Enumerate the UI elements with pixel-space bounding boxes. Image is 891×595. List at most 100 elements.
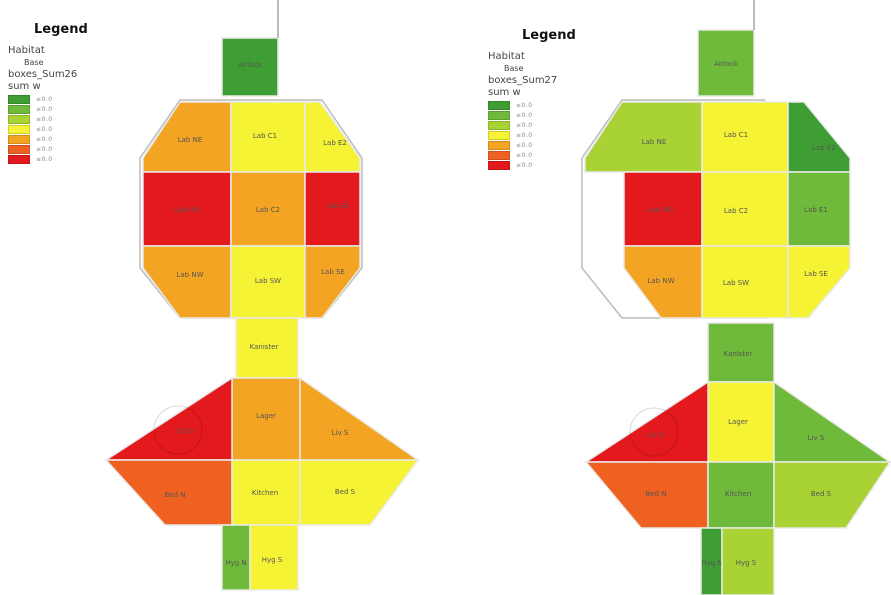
room-hyg — [221, 524, 251, 591]
legend-title: Legend — [34, 22, 88, 37]
legend-items: ≤0.0 ≤0.0 ≤0.0 ≤0.0 ≤0.0 ≤0.0 ≤0.0 — [8, 95, 88, 164]
room-wing-w — [103, 376, 233, 461]
table-outline — [153, 405, 203, 455]
room-lab-ne-top — [304, 101, 361, 173]
legend-sub: sum w — [8, 81, 41, 92]
legend-swatch — [488, 141, 510, 150]
legend-item: ≤0.0 — [8, 105, 88, 114]
room-label: Kanister — [724, 350, 753, 358]
floorplan-left: Airlock Lab NE Lab C1 Lab E2 Lab W1 Lab C2 Lab… — [103, 0, 421, 591]
room-lab-sw — [142, 245, 232, 319]
room-label: Lab SE — [804, 270, 828, 278]
legend-item: ≤0.0 — [488, 121, 576, 130]
legend-layer-sub: Base — [24, 58, 44, 67]
floorplan-right: Airlock Lab NE Lab C1 Lab E2 Lab W1 Lab C2 Lab… — [581, 0, 891, 595]
room-label: Lab NE — [178, 136, 203, 144]
legend-field: boxes_Sum27 — [488, 75, 558, 86]
legend-swatch — [488, 111, 510, 120]
legend-item: ≤0.0 — [8, 135, 88, 144]
room-label: Lab C2 — [256, 206, 280, 214]
legend-item: ≤0.0 — [8, 115, 88, 124]
room-label: Lab W1 — [648, 206, 674, 214]
legend-item: ≤0.0 — [488, 131, 576, 140]
legend-item: ≤0.0 — [488, 141, 576, 150]
legend-layer: Habitat — [8, 45, 45, 56]
legend-items: ≤0.0 ≤0.0 ≤0.0 ≤0.0 ≤0.0 ≤0.0 ≤0.0 — [488, 101, 576, 170]
legend-item: ≤0.0 — [488, 151, 576, 160]
legend-swatch — [8, 125, 30, 134]
room-label: Bed N — [164, 491, 185, 499]
room-label: Lager — [728, 418, 748, 426]
room-wing-e — [773, 380, 891, 463]
room-label: Hyg N — [225, 559, 246, 567]
room-label: Lab NW — [647, 277, 674, 285]
legend-swatch — [488, 101, 510, 110]
room-hyg2 — [249, 524, 299, 591]
room-label: Lab NE — [642, 138, 667, 146]
room-label: Airlock — [714, 60, 739, 68]
legend-item: ≤0.0 — [8, 125, 88, 134]
room-wing-e — [299, 376, 421, 461]
room-lab-ne-top — [787, 101, 851, 173]
legend-swatch — [8, 155, 30, 164]
room-label: Kitchen — [252, 489, 278, 497]
legend-swatch — [488, 161, 510, 170]
room-lab-sw — [623, 245, 703, 319]
room-lab-se — [787, 245, 851, 319]
legend-item: ≤0.0 — [8, 155, 88, 164]
legend-sub: sum w — [488, 87, 521, 98]
room-label: Lager — [256, 412, 276, 420]
room-label: Lab E2 — [323, 139, 347, 147]
legend-swatch — [488, 131, 510, 140]
map-panel-right: Legend Habitat Base boxes_Sum27 sum w ≤0… — [446, 0, 891, 595]
room-label: Liv S — [648, 431, 665, 439]
legend-swatch — [488, 151, 510, 160]
legend-swatch — [488, 121, 510, 130]
room-label: Liv S — [808, 434, 825, 442]
room-label: Kanister — [250, 343, 279, 351]
room-label: Bed N — [645, 490, 666, 498]
room-lab-se — [304, 245, 361, 319]
legend-right: Legend Habitat Base boxes_Sum27 sum w ≤0… — [488, 28, 576, 171]
room-label: Kitchen — [725, 490, 751, 498]
map-panel-left: Legend Habitat Base boxes_Sum26 sum w ≤0… — [0, 0, 445, 595]
legend-field: boxes_Sum26 — [8, 69, 78, 80]
legend-swatch — [8, 145, 30, 154]
room-label: Lab C1 — [253, 132, 277, 140]
room-lab-nw-top — [584, 101, 703, 173]
legend-item: ≤0.0 — [488, 161, 576, 170]
legend-left: Legend Habitat Base boxes_Sum26 sum w ≤0… — [8, 22, 88, 165]
room-hyg — [700, 527, 723, 595]
room-label: Hyg S — [262, 556, 283, 564]
room-label: Hyg N — [701, 559, 722, 567]
legend-item: ≤0.0 — [488, 101, 576, 110]
room-label: Lab E1 — [804, 206, 828, 214]
room-hyg2 — [721, 527, 775, 595]
room-label: Hyg S — [736, 559, 757, 567]
room-bed-e — [773, 461, 891, 529]
room-label: Lab E1 — [326, 202, 350, 210]
legend-swatch — [8, 95, 30, 104]
legend-title: Legend — [522, 28, 576, 43]
room-label: Bed S — [811, 490, 832, 498]
room-bed-e — [299, 459, 420, 526]
room-label: Lab E2 — [812, 144, 836, 152]
legend-swatch — [8, 105, 30, 114]
room-label: Bed S — [335, 488, 356, 496]
legend-item: ≤0.0 — [488, 111, 576, 120]
room-label: Lab SW — [255, 277, 281, 285]
legend-layer-sub: Base — [504, 64, 524, 73]
room-label: Airlock — [238, 61, 263, 69]
room-airlock — [221, 37, 279, 97]
room-label: Lab SE — [321, 268, 345, 276]
room-label: Lab C1 — [724, 131, 748, 139]
room-label: Lab SW — [723, 279, 749, 287]
legend-swatch — [8, 115, 30, 124]
room-label: Liv S — [177, 427, 194, 435]
legend-item: ≤0.0 — [8, 145, 88, 154]
legend-swatch — [8, 135, 30, 144]
room-label: Lab NW — [176, 271, 203, 279]
room-wing-w — [583, 380, 709, 463]
room-airlock — [697, 29, 755, 97]
room-label: Liv S — [332, 429, 349, 437]
